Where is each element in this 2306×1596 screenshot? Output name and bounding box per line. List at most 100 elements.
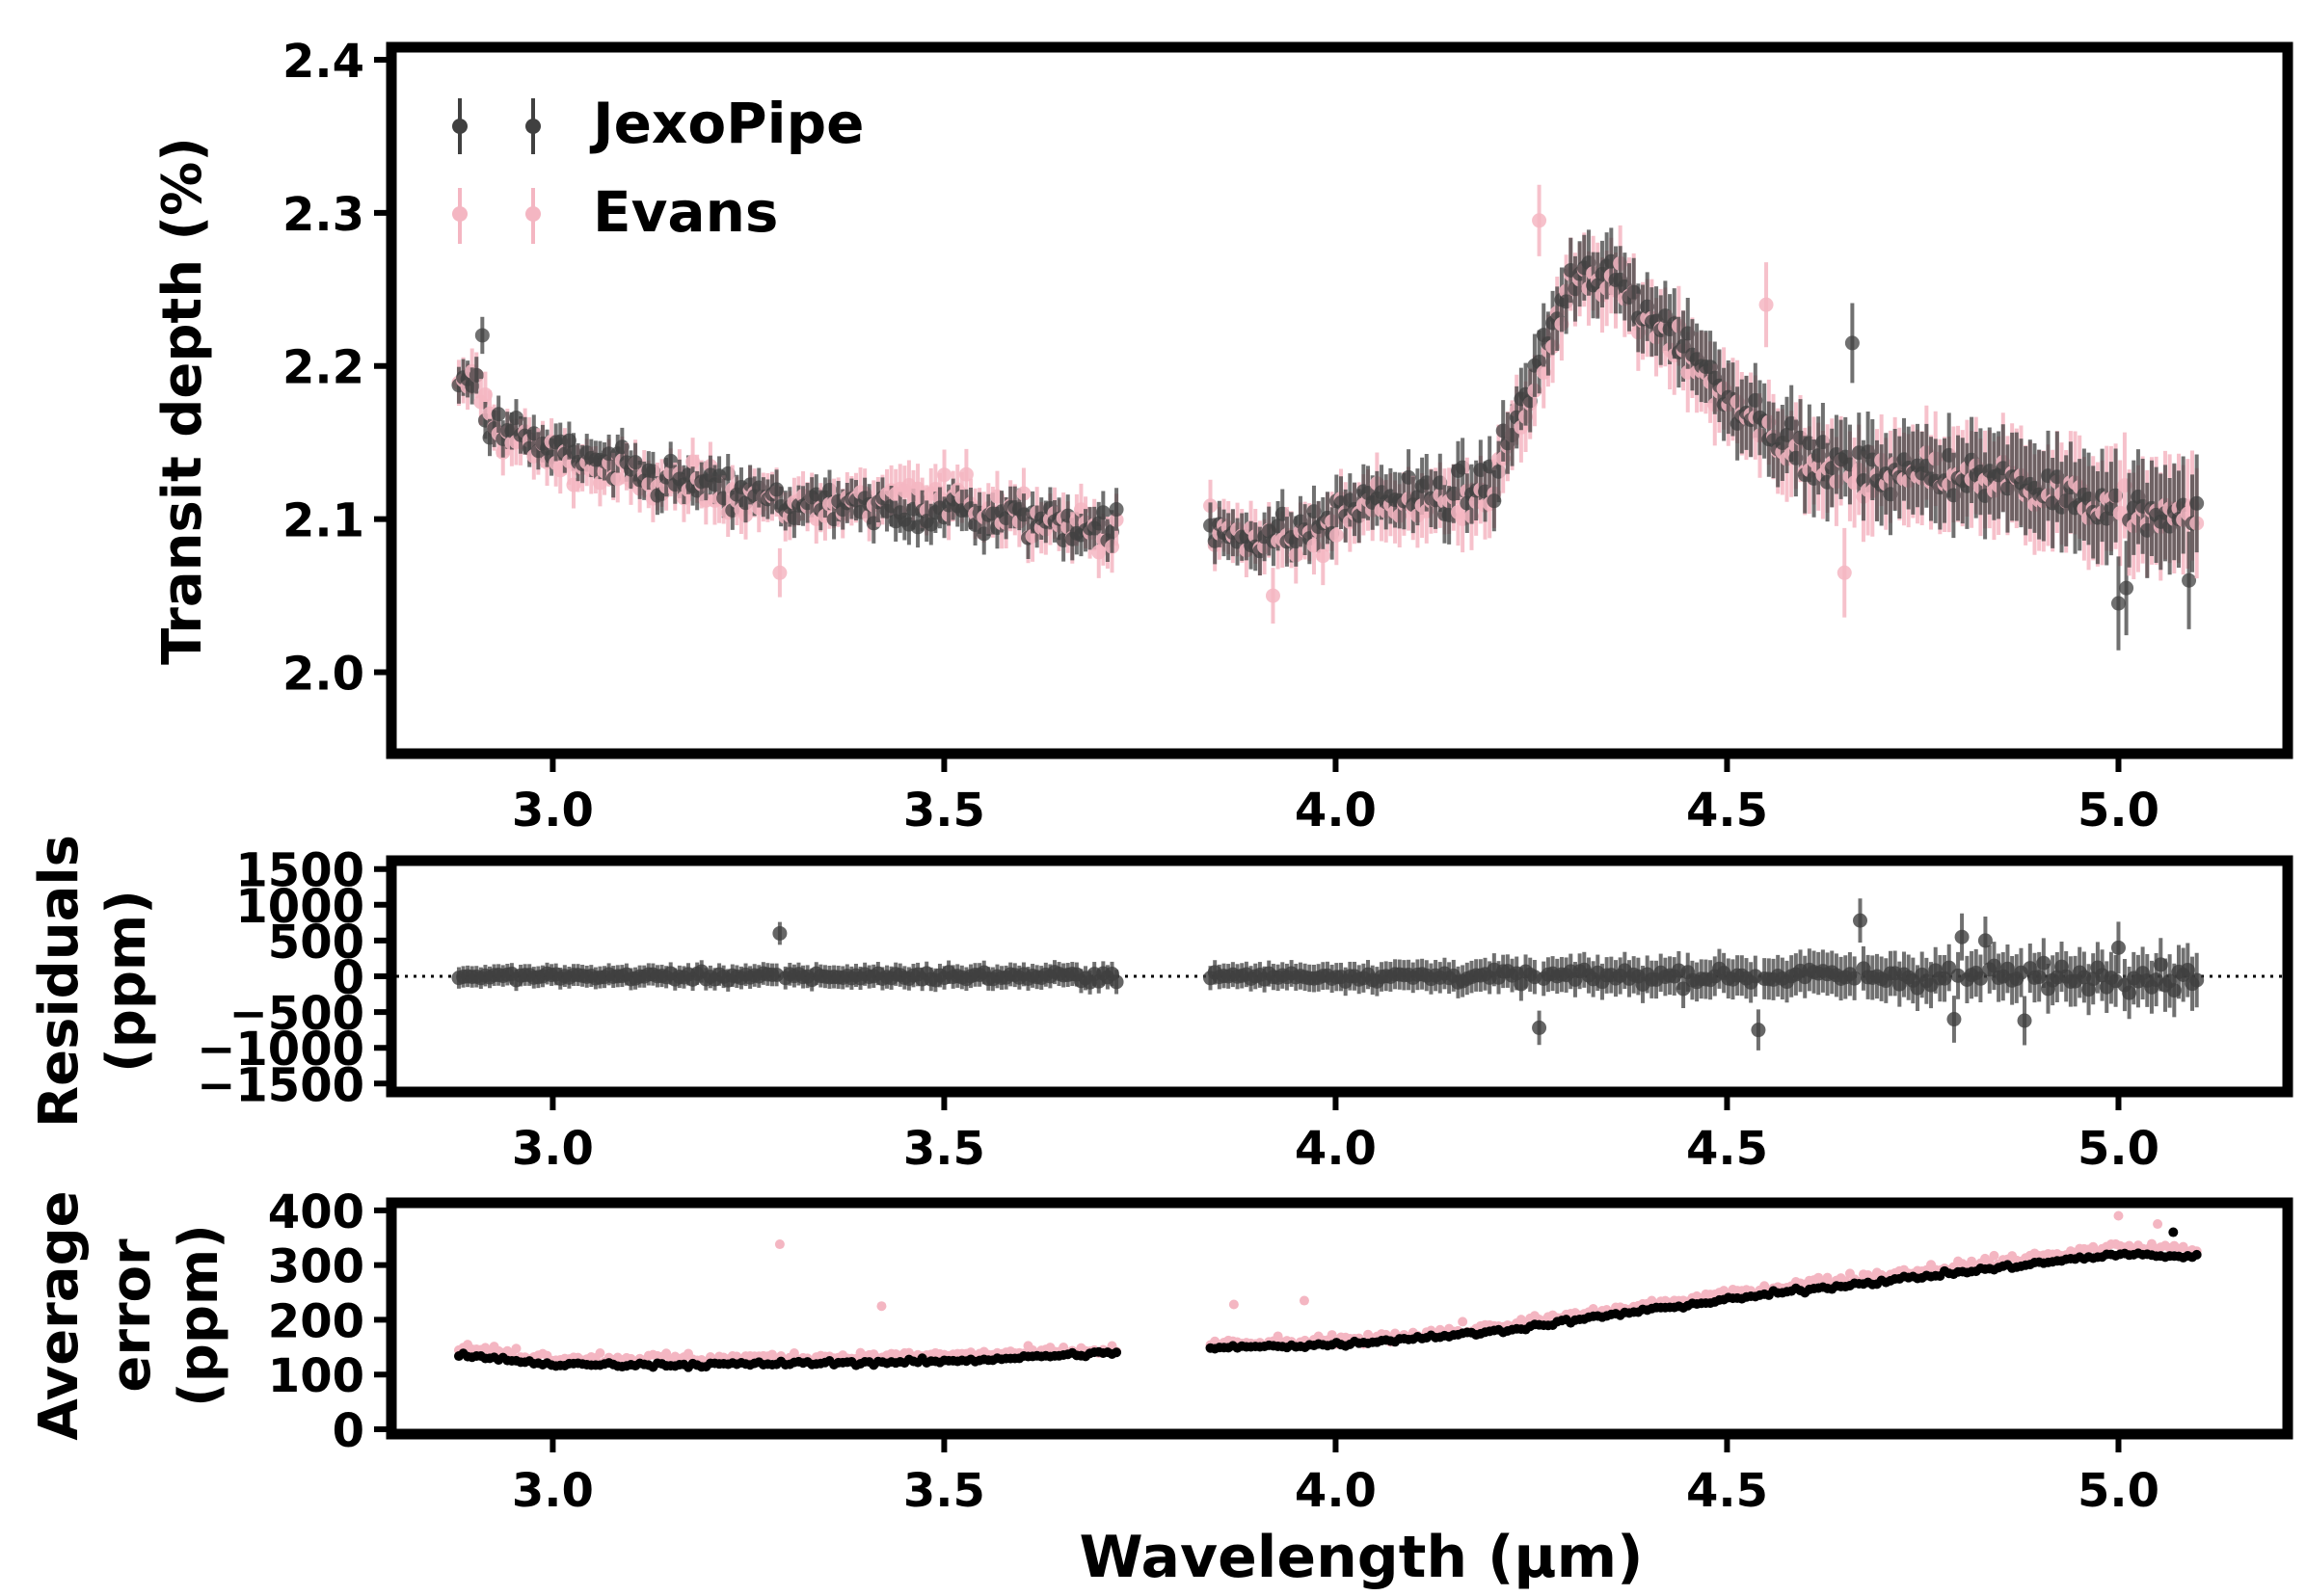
y-tick-label-2-3: 300 xyxy=(268,1240,364,1294)
y-tick-label-1-0: −1500 xyxy=(197,1058,364,1112)
legend-marker-evans-2 xyxy=(525,206,541,222)
avg-error-outlier-evans xyxy=(774,1239,785,1250)
y-tick-label-1-6: 1500 xyxy=(235,844,364,898)
point-jexopipe xyxy=(469,367,484,383)
avg-error-outlier-jexopipe xyxy=(2168,1227,2179,1237)
legend-marker-evans xyxy=(452,206,468,222)
average-error-data xyxy=(453,1210,2202,1372)
legend-label-jexopipe: JexoPipe xyxy=(589,91,864,156)
point-jexopipe xyxy=(1109,502,1124,518)
residual-point xyxy=(772,925,788,941)
x-tick-label-0-0: 3.0 xyxy=(512,784,594,838)
x-tick-label-1-1: 3.5 xyxy=(903,1122,985,1176)
x-tick-label-2-3: 4.5 xyxy=(1686,1464,1768,1518)
x-tick-label-0-2: 4.0 xyxy=(1295,784,1377,838)
residuals-data xyxy=(396,898,2283,1051)
average-error-ylabel-line3: (ppm) xyxy=(168,1224,230,1407)
residual-point xyxy=(1751,1023,1766,1038)
point-jexopipe xyxy=(1844,335,1860,351)
average-error-ylabel-line1: Average xyxy=(28,1190,91,1440)
point-evans xyxy=(1758,297,1774,312)
average-error-ylabel-line2: error xyxy=(100,1238,163,1393)
residual-point xyxy=(1954,929,1970,944)
point-evans xyxy=(1837,565,1852,580)
avg-error-point-evans xyxy=(1989,1250,1999,1261)
point-jexopipe xyxy=(2182,572,2197,588)
transit-depth-panel: 2.0 2.1 2.2 2.3 2.4 3.0 3.5 4.0 4.5 5.0 Transit d… xyxy=(151,35,2293,838)
y-tick-label-0-2: 2.2 xyxy=(282,341,364,395)
residual-point xyxy=(2017,1013,2032,1028)
x-tick-label-1-3: 4.5 xyxy=(1686,1122,1768,1176)
y-tick-label-1-1: −1000 xyxy=(197,1023,364,1077)
y-tick-label-2-1: 100 xyxy=(268,1349,364,1403)
residual-point xyxy=(1946,1012,1962,1027)
point-jexopipe xyxy=(491,407,506,422)
avg-error-outlier-evans xyxy=(1299,1295,1309,1306)
average-error-frame xyxy=(386,1197,2293,1440)
point-jexopipe xyxy=(1095,505,1111,520)
y-tick-label-0-1: 2.1 xyxy=(282,494,364,548)
x-tick-label-0-4: 5.0 xyxy=(2078,784,2159,838)
legend-marker-jexopipe xyxy=(452,119,468,134)
avg-error-point-jexopipe xyxy=(2191,1249,2202,1260)
residuals-ylabel-line2: (ppm) xyxy=(95,890,158,1073)
legend-label-evans: Evans xyxy=(593,179,778,245)
y-tick-label-2-2: 200 xyxy=(268,1294,364,1348)
legend-marker-jexopipe-2 xyxy=(525,119,541,134)
residual-point xyxy=(1109,974,1124,990)
avg-error-point-evans xyxy=(1967,1256,1977,1266)
residuals-ylabel-line1: Residuals xyxy=(28,835,91,1128)
transit-depth-frame xyxy=(386,41,2293,759)
point-evans xyxy=(1016,486,1032,501)
y-tick-label-0-3: 2.3 xyxy=(282,188,364,242)
x-tick-label-2-0: 3.0 xyxy=(512,1464,594,1518)
residual-point xyxy=(2110,940,2126,955)
x-tick-label-1-0: 3.0 xyxy=(512,1122,594,1176)
avg-error-point-evans xyxy=(511,1343,522,1354)
residual-point xyxy=(1853,913,1868,928)
y-tick-label-1-2: −500 xyxy=(229,987,364,1041)
x-tick-label-2-4: 5.0 xyxy=(2078,1464,2159,1518)
residual-point xyxy=(1972,971,1988,986)
residual-point xyxy=(1977,933,1993,948)
x-tick-label-2-2: 4.0 xyxy=(1295,1464,1377,1518)
point-evans xyxy=(937,467,952,483)
transit-depth-ticks: 2.0 2.1 2.2 2.3 2.4 3.0 3.5 4.0 4.5 5.0 xyxy=(282,35,2159,838)
y-tick-label-1-5: 1000 xyxy=(235,880,364,934)
point-jexopipe xyxy=(2189,495,2205,511)
y-tick-label-2-0: 0 xyxy=(333,1404,364,1458)
point-jexopipe xyxy=(2110,596,2126,611)
transit-depth-data xyxy=(451,184,2205,651)
residual-point xyxy=(1847,971,1863,986)
x-tick-label-1-2: 4.0 xyxy=(1295,1122,1377,1176)
legend-item-jexopipe: JexoPipe xyxy=(452,91,864,156)
avg-error-outlier-evans xyxy=(2113,1210,2124,1221)
avg-error-point-evans xyxy=(1059,1343,1069,1353)
point-evans xyxy=(772,565,788,580)
residual-point xyxy=(1532,1020,1547,1035)
avg-error-outlier-evans xyxy=(2153,1219,2163,1230)
x-axis-label: Wavelength (μm) xyxy=(1079,1524,1643,1591)
point-evans xyxy=(1532,213,1547,228)
y-tick-label-1-4: 500 xyxy=(268,916,364,970)
y-tick-label-1-3: 0 xyxy=(333,951,364,1005)
y-tick-label-0-0: 2.0 xyxy=(282,648,364,702)
avg-error-point-jexopipe xyxy=(1112,1347,1122,1358)
point-evans xyxy=(1315,548,1330,564)
point-jexopipe xyxy=(474,328,490,343)
x-tick-label-0-3: 4.5 xyxy=(1686,784,1768,838)
point-evans xyxy=(1265,588,1280,603)
legend: JexoPipe Evans xyxy=(452,91,864,245)
avg-error-point-evans xyxy=(595,1348,605,1359)
x-tick-label-1-4: 5.0 xyxy=(2078,1122,2159,1176)
avg-error-outlier-evans xyxy=(876,1301,887,1312)
x-tick-label-2-1: 3.5 xyxy=(903,1464,985,1518)
avg-error-outlier-evans xyxy=(1228,1299,1239,1310)
avg-error-point-evans xyxy=(1458,1317,1468,1327)
avg-error-point-evans xyxy=(1327,1330,1337,1341)
